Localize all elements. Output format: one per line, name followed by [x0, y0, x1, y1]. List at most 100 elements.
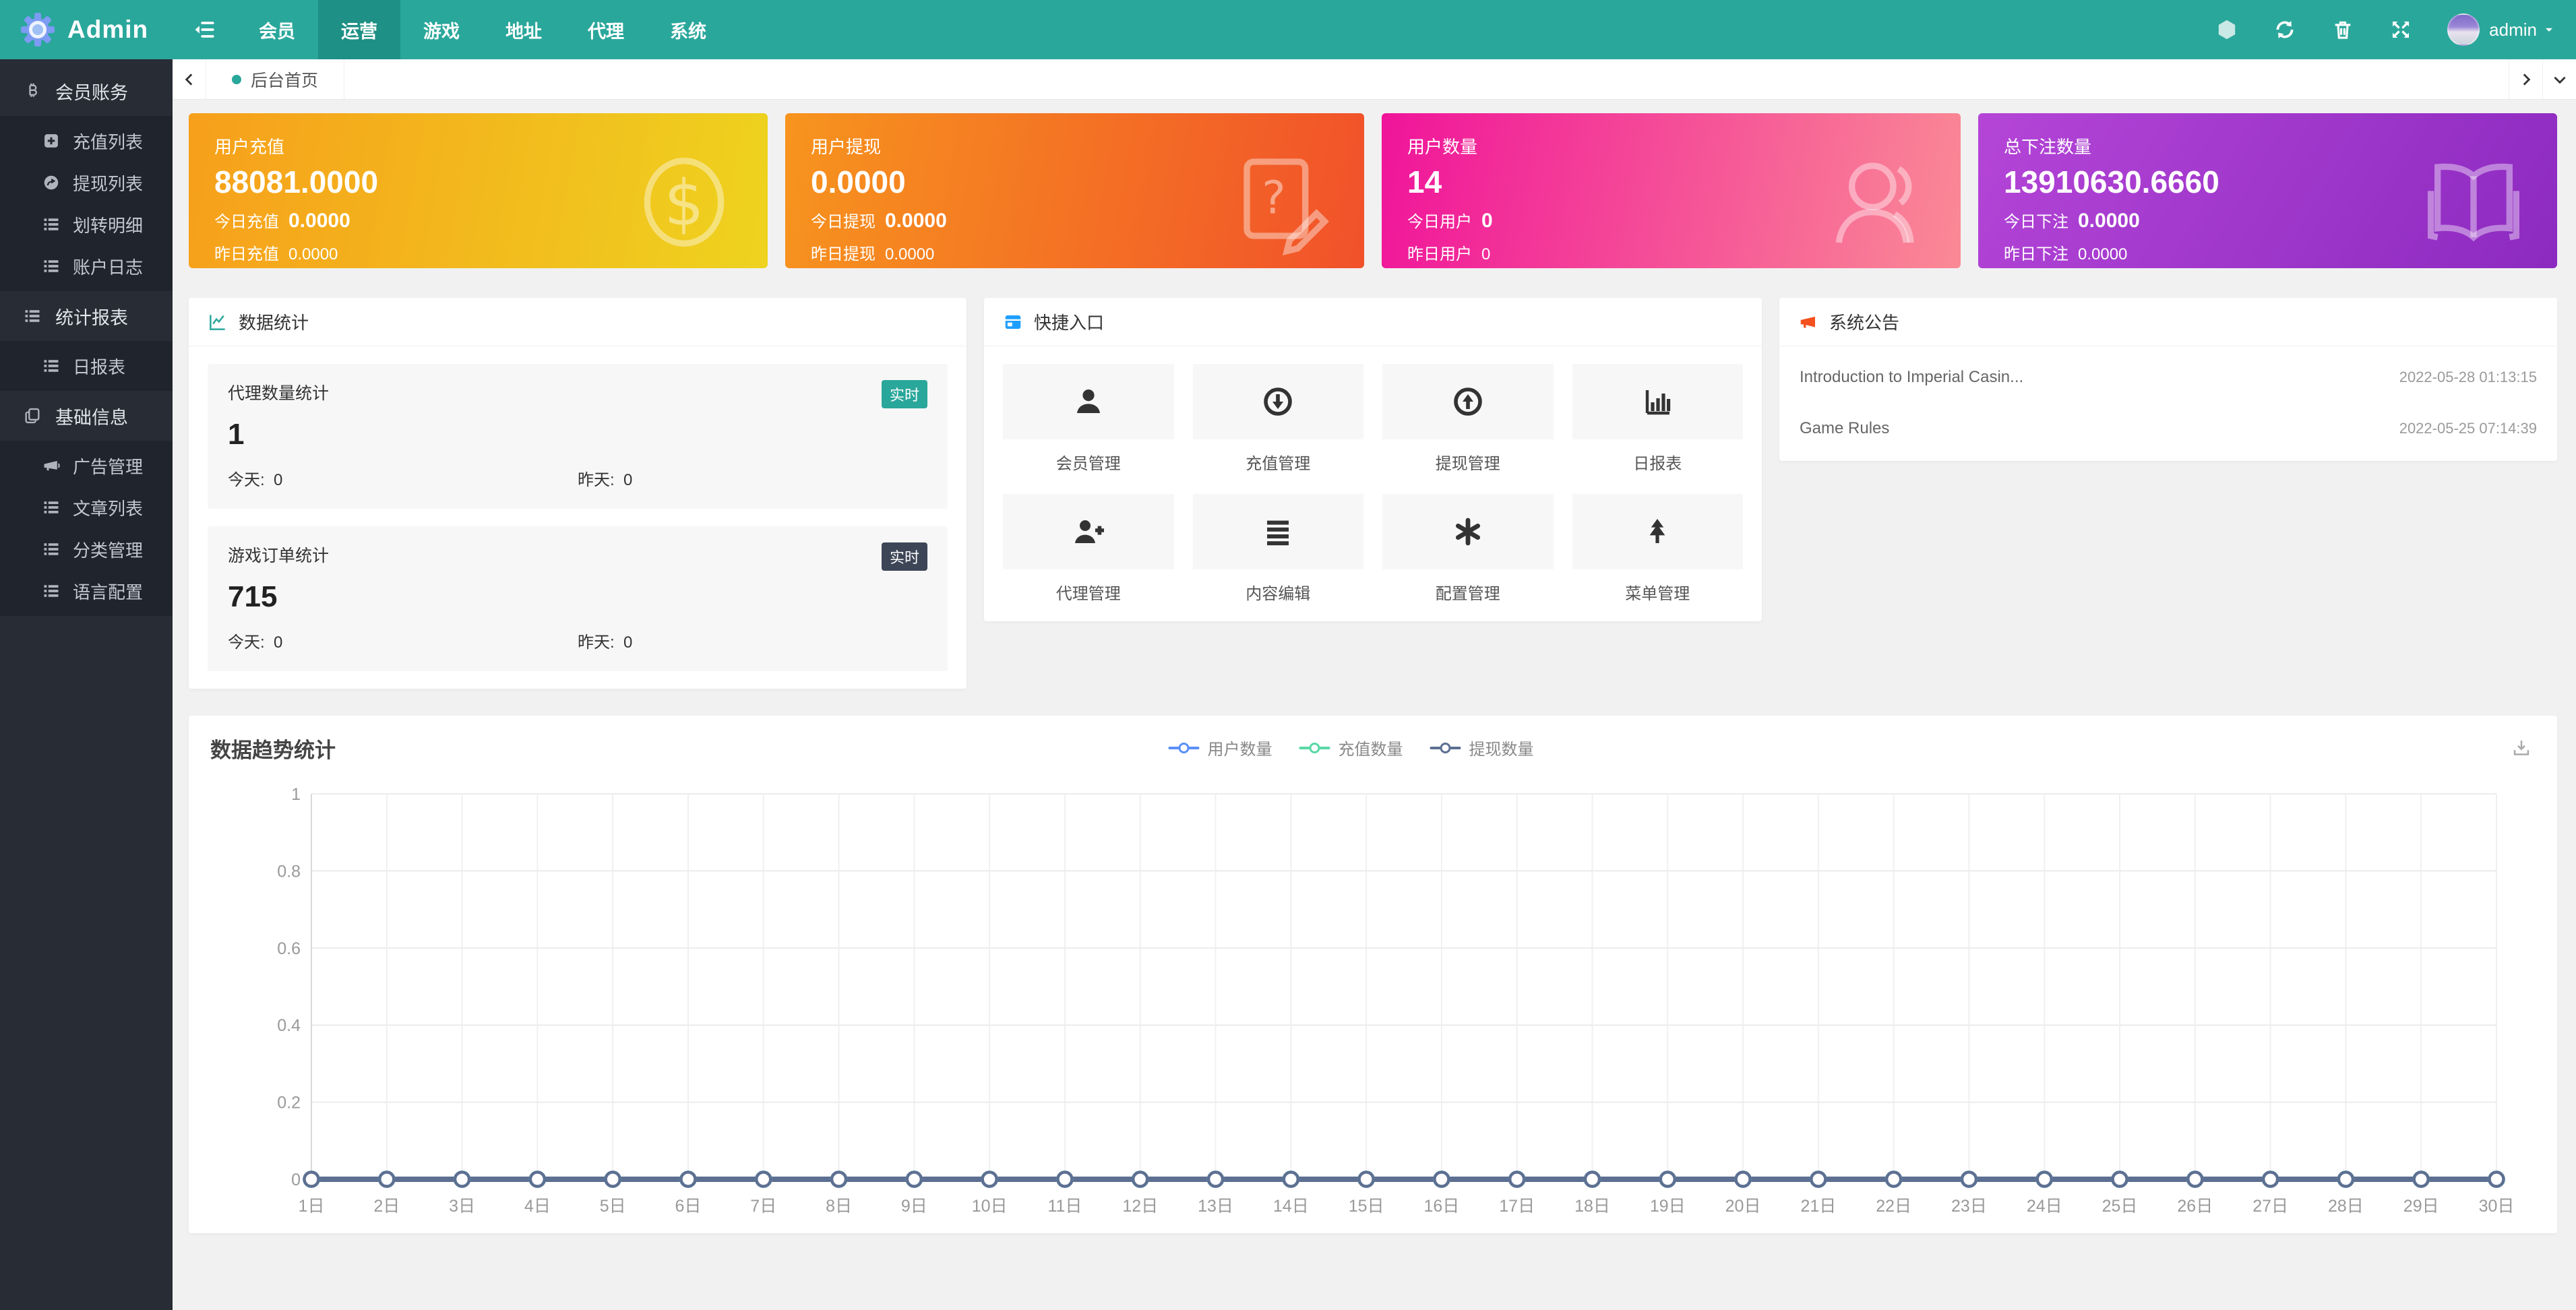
sidebar-item-3-1[interactable]: 广告管理	[0, 445, 173, 487]
svg-text:20日: 20日	[1725, 1197, 1761, 1216]
stat-card-value: 0.0000	[811, 164, 906, 199]
hexagon-icon[interactable]	[2198, 0, 2256, 59]
trash-icon[interactable]	[2314, 0, 2372, 59]
svg-text:26日: 26日	[2177, 1197, 2213, 1216]
stat-card-title: 总下注数量	[2004, 137, 2092, 157]
sidebar-item-1-4[interactable]: 账户日志	[0, 245, 173, 287]
circle-up-icon	[1382, 364, 1554, 439]
sidebar-item-1-1[interactable]: 充值列表	[0, 120, 173, 162]
mini-yesterday: 昨天: 0	[578, 471, 633, 489]
user-dropdown[interactable]: admin	[2489, 20, 2576, 40]
svg-text:0.2: 0.2	[277, 1094, 301, 1113]
sidebar-item-label: 语言配置	[73, 582, 144, 602]
sidebar-collapse-button[interactable]	[173, 0, 236, 59]
quick-entry-label: 内容编辑	[1246, 585, 1311, 603]
svg-text:25日: 25日	[2102, 1197, 2138, 1216]
quick-entry-2[interactable]: 充值管理	[1192, 364, 1363, 474]
sidebar-item-3-3[interactable]: 分类管理	[0, 528, 173, 570]
sidebar-item-label: 分类管理	[73, 540, 144, 561]
svg-text:29日: 29日	[2403, 1197, 2439, 1216]
sidebar-group-3[interactable]: 基础信息	[0, 391, 173, 441]
svg-text:18日: 18日	[1574, 1197, 1610, 1216]
announcement-row-2[interactable]: Game Rules 2022-05-25 07:14:39	[1798, 403, 2538, 454]
stat-today-value: 0.0000	[2078, 210, 2140, 232]
expand-icon[interactable]	[2372, 0, 2430, 59]
tab-home[interactable]: 后台首页	[206, 59, 345, 99]
nav-item-1[interactable]: 会员	[259, 21, 295, 42]
sidebar: 会员账务充值列表 提现列表 划转明细 账户日志 统计报表日报表基础信息 广告管理 文章列表分…	[0, 59, 173, 1310]
sidebar-item-label: 日报表	[73, 356, 126, 377]
stat-card-today: 今日用户 0	[1407, 208, 1935, 232]
sidebar-group-1[interactable]: 会员账务	[0, 66, 173, 116]
svg-text:0.6: 0.6	[277, 939, 301, 958]
svg-text:14日: 14日	[1273, 1197, 1309, 1216]
stat-card-3: 用户数量 14 今日用户 0 昨日用户 0	[1382, 113, 1961, 268]
refresh-icon[interactable]	[2256, 0, 2314, 59]
tabs-scroll-right-button[interactable]	[2509, 59, 2542, 99]
stat-card-today: 今日充值 0.0000	[214, 208, 742, 232]
quick-entry-7[interactable]: 配置管理	[1382, 494, 1554, 604]
quick-entry-3[interactable]: 提现管理	[1382, 364, 1554, 474]
svg-text:1: 1	[291, 785, 301, 804]
announcements-title: 系统公告	[1829, 313, 1900, 333]
mini-stat-card-2: 游戏订单统计 实时 715 今天: 0 昨天: 0	[208, 526, 948, 671]
announcement-row-1[interactable]: Introduction to Imperial Casin... 2022-05…	[1798, 352, 2538, 403]
svg-text:0.8: 0.8	[277, 862, 301, 881]
nav-item-3[interactable]: 游戏	[423, 21, 460, 42]
top-navbar: Admin 会员 运营 游戏 地址 代理 系统	[0, 0, 2576, 59]
circle-down-icon	[1192, 364, 1363, 439]
tabs-scroll-left-button[interactable]	[173, 59, 206, 99]
legend-item-2[interactable]: 充值数量	[1299, 736, 1403, 759]
tabs-menu-button[interactable]	[2542, 59, 2576, 99]
sidebar-item-3-2[interactable]: 文章列表	[0, 487, 173, 528]
user-name-label: admin	[2489, 19, 2537, 40]
nav-item-5[interactable]: 代理	[588, 21, 624, 42]
quick-entry-8[interactable]: 菜单管理	[1572, 494, 1743, 604]
dollar-coin-icon: $	[630, 148, 738, 256]
stat-card-yesterday: 昨日提现 0.0000	[811, 241, 1339, 264]
quick-entry-label: 日报表	[1633, 455, 1682, 473]
sidebar-item-2-1[interactable]: 日报表	[0, 345, 173, 387]
svg-text:28日: 28日	[2328, 1197, 2364, 1216]
svg-text:9日: 9日	[901, 1197, 927, 1216]
announcement-time: 2022-05-28 01:13:15	[2399, 369, 2537, 385]
nav-item-6[interactable]: 系统	[670, 21, 706, 42]
quick-entry-4[interactable]: 日报表	[1572, 364, 1743, 474]
download-chart-icon[interactable]	[2510, 737, 2533, 760]
align-justify-icon	[1192, 494, 1363, 569]
mini-card-title: 游戏订单统计	[228, 547, 330, 565]
quick-entry-5[interactable]: 代理管理	[1003, 494, 1174, 604]
user-avatar[interactable]	[2447, 13, 2480, 46]
list-icon	[42, 582, 61, 600]
stat-yesterday-label: 昨日充值	[214, 245, 279, 263]
mini-card-stats: 今天: 0 昨天: 0	[228, 466, 927, 490]
stat-yesterday-value: 0.0000	[288, 245, 338, 263]
quick-entry-1[interactable]: 会员管理	[1003, 364, 1174, 474]
nav-item-4[interactable]: 地址	[505, 21, 542, 42]
sidebar-item-1-2[interactable]: 提现列表	[0, 162, 173, 204]
svg-text:4日: 4日	[524, 1197, 551, 1216]
bitcoin-icon	[23, 82, 42, 100]
sidebar-item-3-4[interactable]: 语言配置	[0, 570, 173, 612]
plus-square-icon	[42, 131, 61, 150]
quick-entry-title: 快捷入口	[1034, 313, 1105, 333]
sidebar-item-1-3[interactable]: 划转明细	[0, 204, 173, 245]
main-content: 用户充值 88081.0000 今日充值 0.0000 昨日充值 0.0000 $ 用户提现 0…	[173, 100, 2576, 1310]
quick-entry-6[interactable]: 内容编辑	[1192, 494, 1363, 604]
stat-yesterday-label: 昨日下注	[2004, 245, 2068, 263]
svg-text:$: $	[664, 166, 704, 240]
legend-item-3[interactable]: 提现数量	[1430, 736, 1533, 759]
users-icon	[1823, 148, 1931, 256]
svg-text:17日: 17日	[1499, 1197, 1535, 1216]
stat-card-yesterday: 昨日充值 0.0000	[214, 241, 742, 264]
legend-item-1[interactable]: 用户数量	[1168, 736, 1272, 759]
stat-card-title: 用户充值	[214, 137, 285, 157]
stat-card-yesterday: 昨日下注 0.0000	[2004, 241, 2532, 264]
nav-item-2[interactable]: 运营	[318, 0, 400, 59]
open-book-icon	[2420, 148, 2527, 256]
svg-text:0.4: 0.4	[277, 1016, 301, 1035]
stat-card-today: 今日下注 0.0000	[2004, 208, 2532, 232]
card-icon	[1003, 312, 1023, 332]
sidebar-group-label: 会员账务	[55, 82, 128, 103]
sidebar-group-2[interactable]: 统计报表	[0, 291, 173, 341]
